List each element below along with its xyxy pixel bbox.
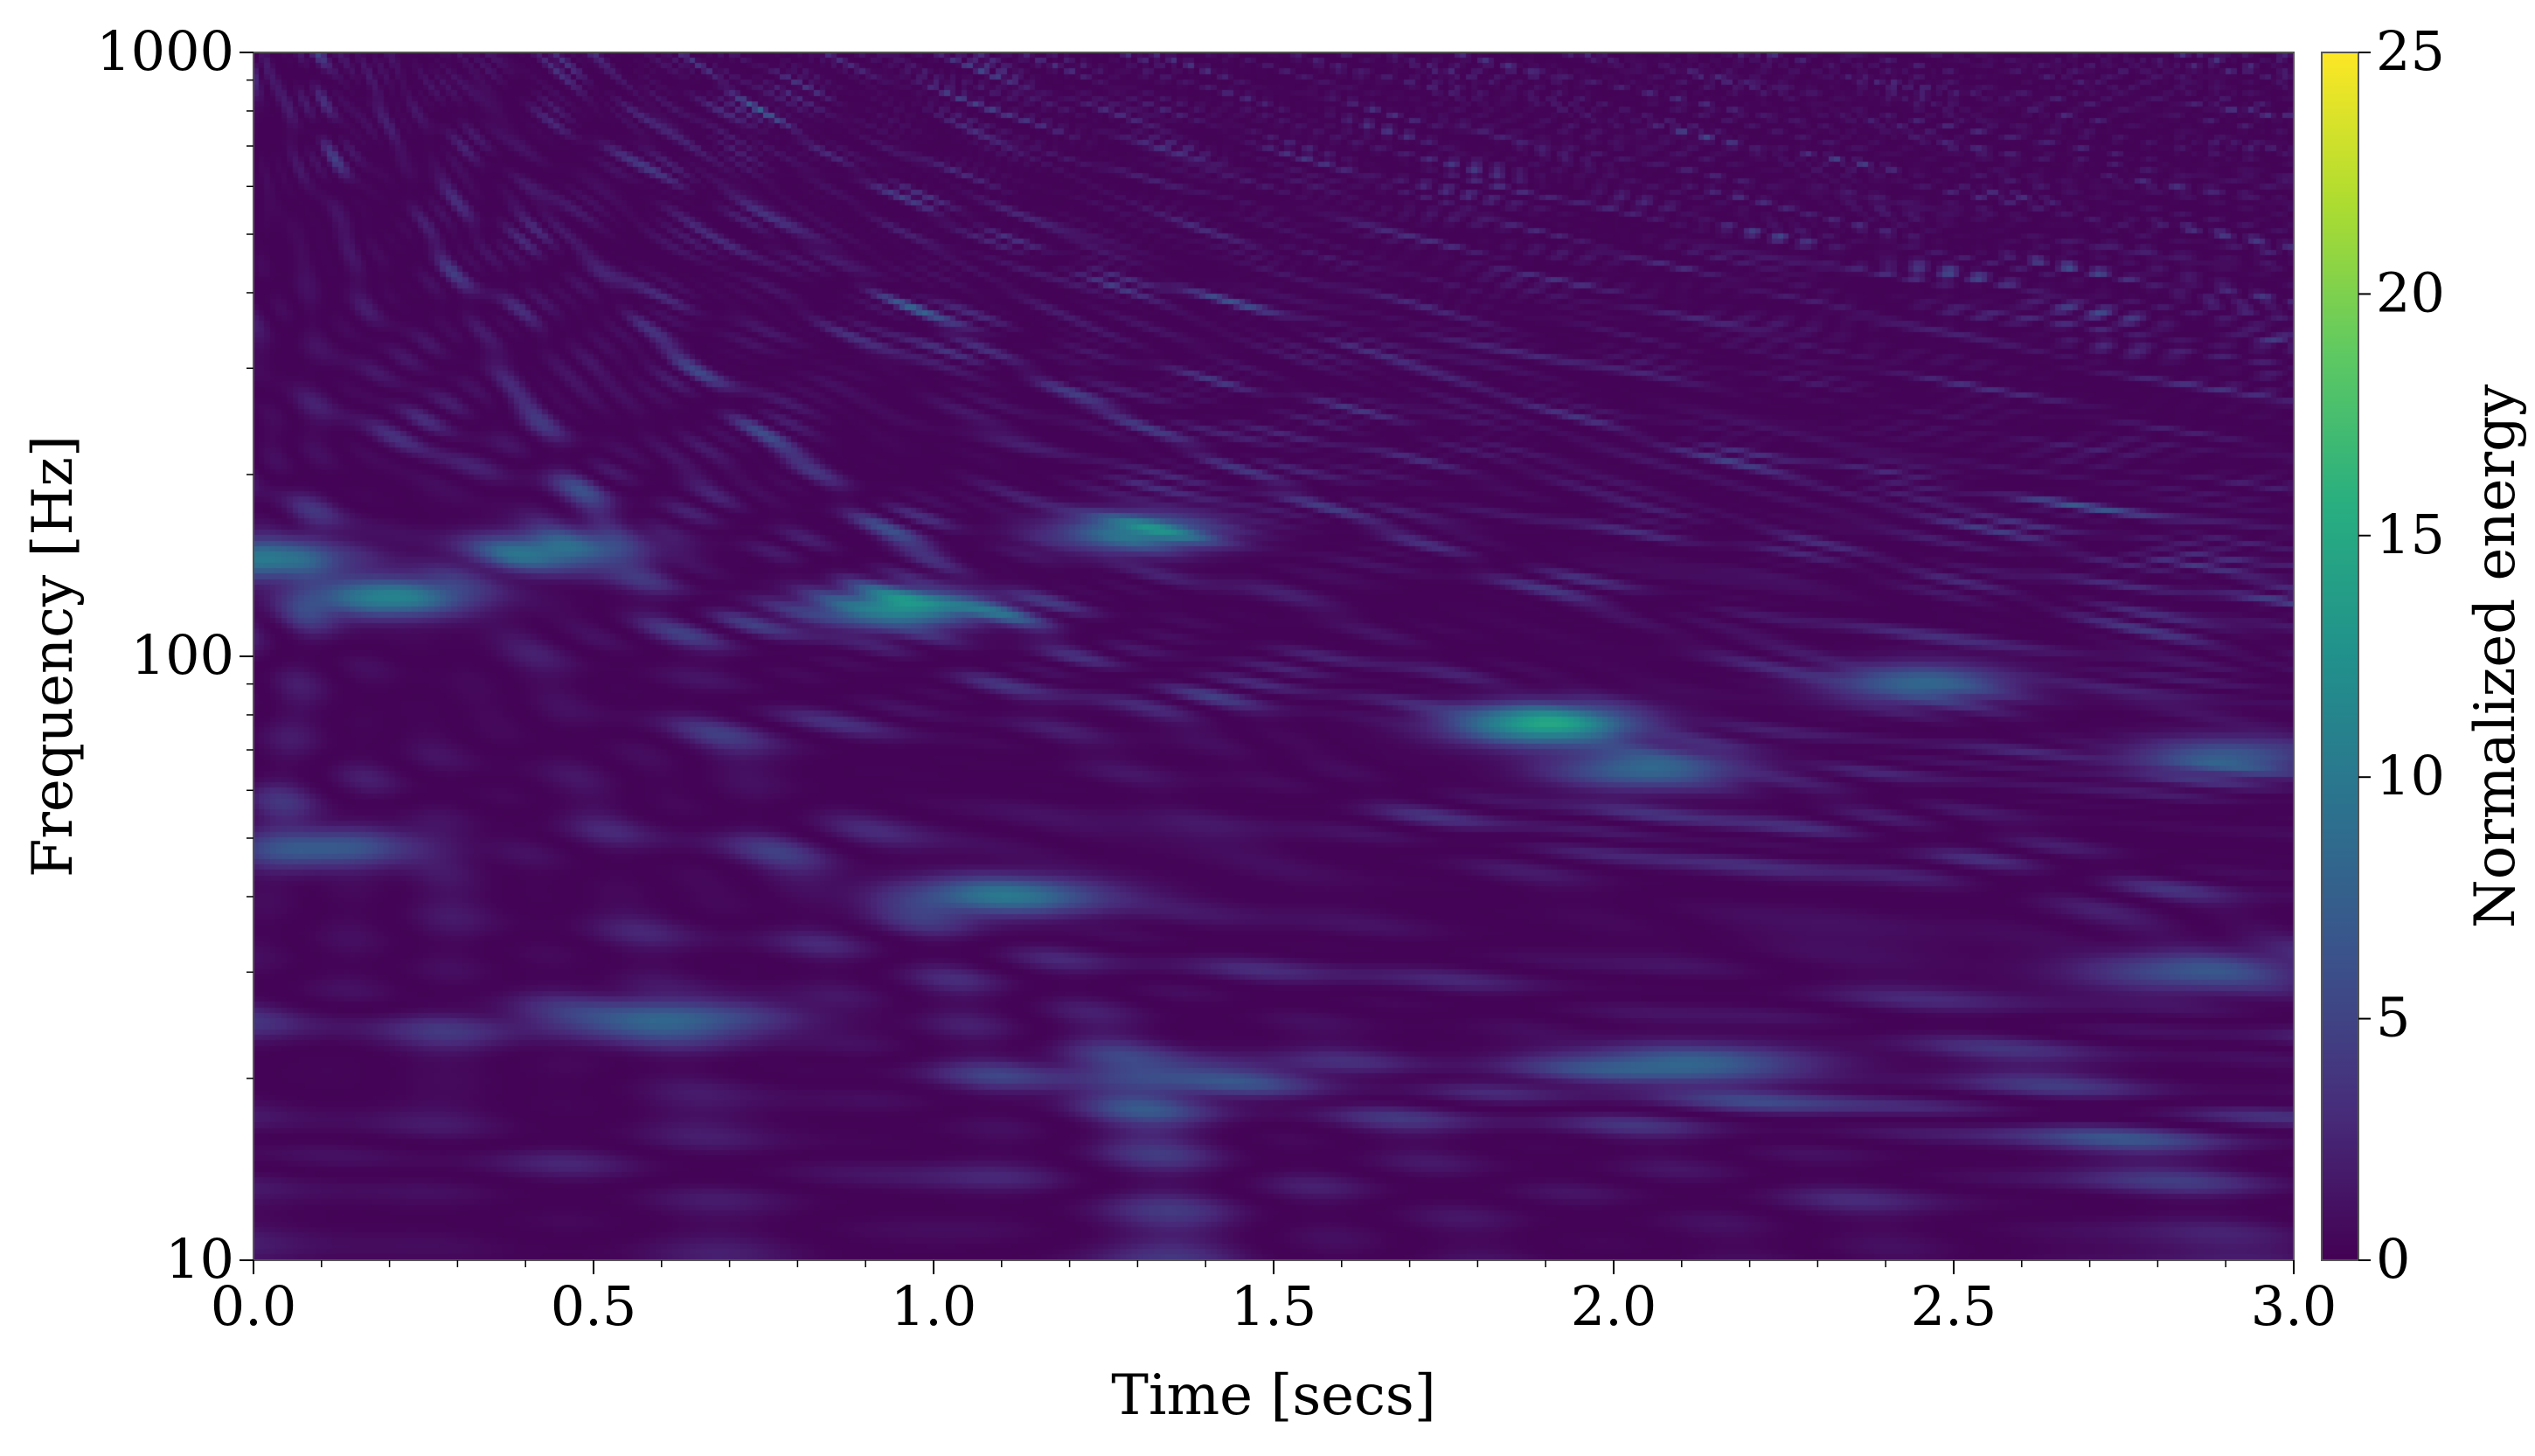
x-axis: 0.0 0.5 1.0 1.5 2.0 2.5 3.0 [211, 1260, 2337, 1338]
colorbar-tick-label: 20 [2376, 260, 2445, 324]
heatmap-image [254, 52, 2294, 1260]
x-tick-label: 0.0 [211, 1274, 297, 1338]
x-tick-label: 0.5 [551, 1274, 637, 1338]
x-axis-title: Time [secs] [1111, 1363, 1435, 1428]
x-tick-label: 1.0 [891, 1274, 977, 1338]
colorbar-tick-label: 5 [2376, 986, 2410, 1050]
colorbar: 0 5 10 15 20 25 Normalized energy [2321, 19, 2528, 1291]
x-tick-label: 2.5 [1911, 1274, 1997, 1338]
y-tick-label: 10 [165, 1227, 234, 1291]
x-tick-label: 1.5 [1231, 1274, 1317, 1338]
colorbar-tick-label: 15 [2376, 503, 2445, 566]
colorbar-tick-label: 0 [2376, 1227, 2410, 1291]
colorbar-axis: 0 5 10 15 20 25 [2358, 19, 2445, 1291]
colorbar-tick-label: 10 [2376, 744, 2445, 808]
plot-area [253, 52, 2295, 1261]
y-tick-label: 1000 [96, 19, 234, 83]
y-axis-title: Frequency [Hz] [21, 435, 86, 877]
x-tick-label: 3.0 [2251, 1274, 2337, 1338]
colorbar-tick-label: 25 [2376, 19, 2445, 83]
colorbar-title: Normalized energy [2463, 385, 2528, 929]
y-axis: 10 100 1000 [96, 19, 254, 1291]
x-tick-label: 2.0 [1571, 1274, 1657, 1338]
y-tick-label: 100 [131, 623, 234, 687]
colorbar-gradient [2321, 52, 2359, 1261]
